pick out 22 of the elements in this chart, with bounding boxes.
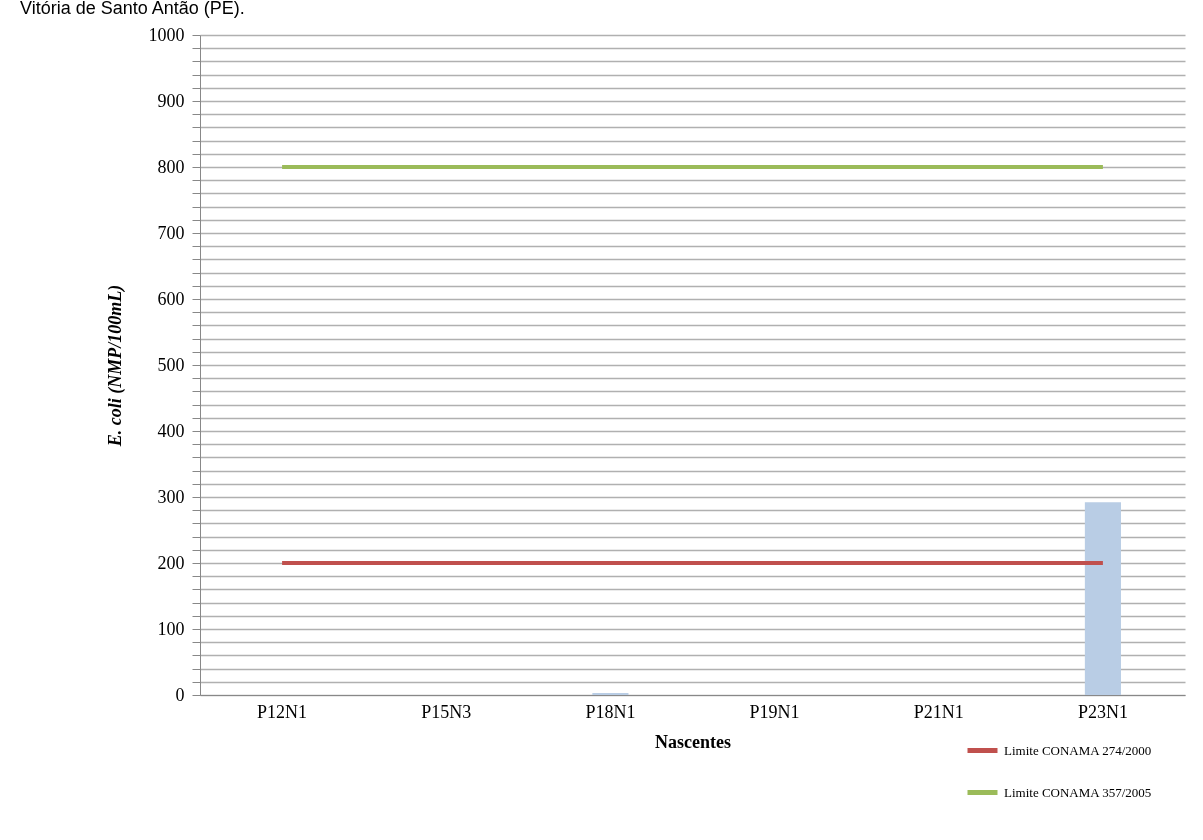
y-axis-title: E. coli (NMP/100mL) xyxy=(104,284,126,448)
y-tick-label: 900 xyxy=(157,90,185,111)
y-tick-label: 1000 xyxy=(148,24,185,45)
y-tick-label: 0 xyxy=(175,684,185,705)
x-tick-label: P19N1 xyxy=(749,701,800,722)
x-tick-label: P12N1 xyxy=(257,701,308,722)
x-tick-label: P18N1 xyxy=(585,701,636,722)
y-tick-label: 100 xyxy=(157,618,185,639)
chart-title: Vitória de Santo Antão (PE). xyxy=(20,0,245,18)
y-tick-label: 200 xyxy=(157,552,185,573)
y-tick-label: 300 xyxy=(157,486,185,507)
y-tick-label: 700 xyxy=(157,222,185,243)
x-axis-title: Nascentes xyxy=(655,731,731,752)
x-tick-label: P23N1 xyxy=(1077,701,1128,722)
x-tick-label: P15N3 xyxy=(421,701,472,722)
legend-label: Limite CONAMA 274/2000 xyxy=(1004,742,1152,758)
y-tick-label: 400 xyxy=(157,420,185,441)
y-tick-label: 500 xyxy=(157,354,185,375)
y-tick-label: 600 xyxy=(157,288,185,309)
y-tick-label: 800 xyxy=(157,156,185,177)
legend-label: Limite CONAMA 357/2005 xyxy=(1004,784,1152,800)
x-tick-label: P21N1 xyxy=(913,701,964,722)
